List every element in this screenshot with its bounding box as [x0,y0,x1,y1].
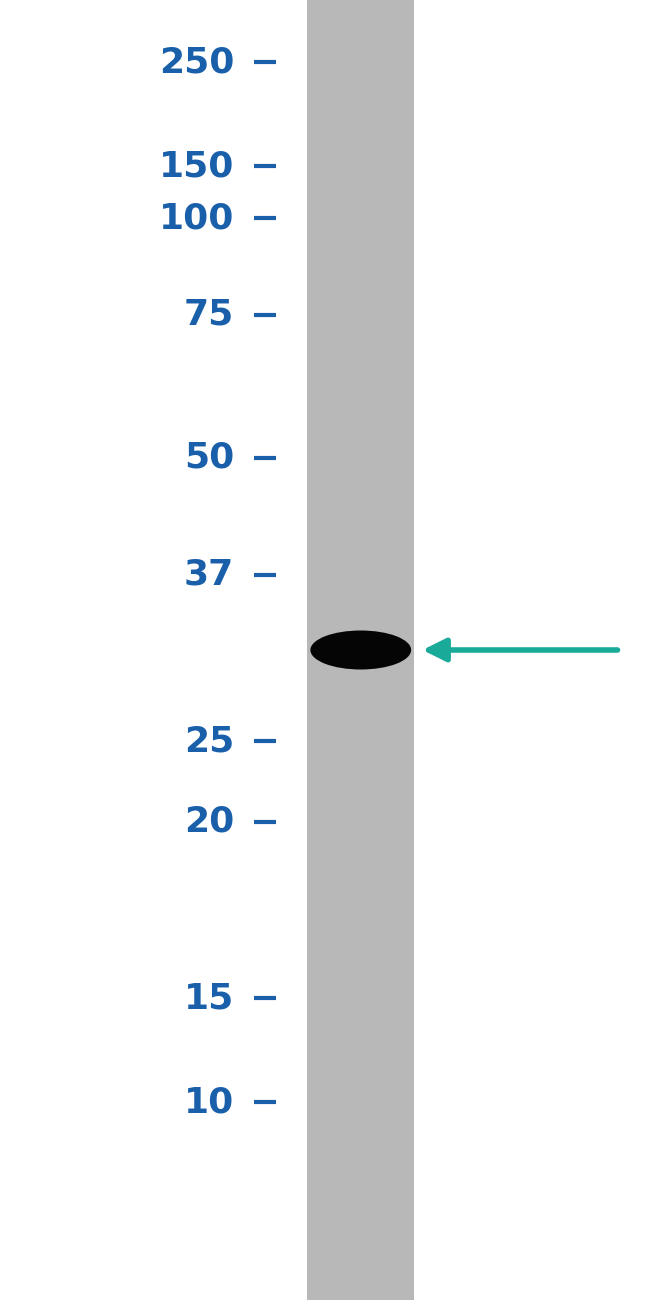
Text: 75: 75 [184,298,234,332]
Text: 25: 25 [184,724,234,758]
Bar [307,0,415,1300]
Text: 10: 10 [184,1086,234,1119]
Text: 50: 50 [184,441,234,474]
Text: 20: 20 [184,805,234,839]
Text: 15: 15 [184,982,234,1015]
Text: 250: 250 [159,46,234,79]
Text: 150: 150 [159,150,234,183]
Ellipse shape [311,630,411,670]
Text: 100: 100 [159,202,234,235]
Text: 37: 37 [184,558,234,592]
